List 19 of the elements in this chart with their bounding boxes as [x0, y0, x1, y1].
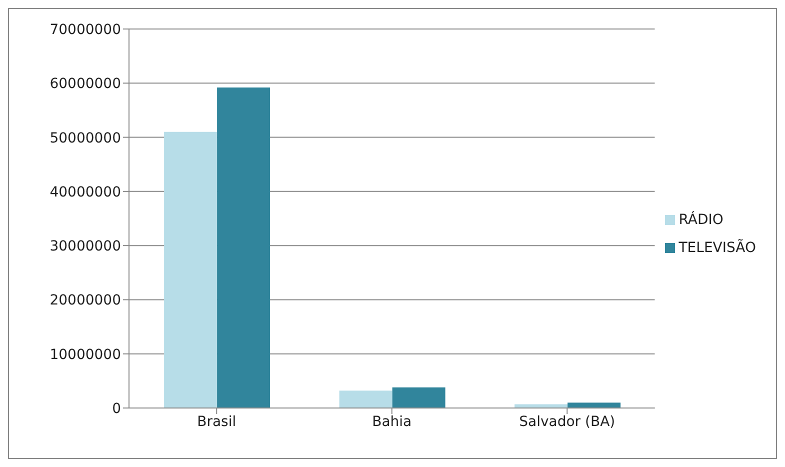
- bar: [164, 132, 218, 408]
- bar: [392, 387, 446, 408]
- x-tick-label: Brasil: [197, 414, 236, 430]
- y-tick-label: 50000000: [50, 130, 121, 146]
- y-tick-label: 70000000: [50, 22, 121, 38]
- bar: [339, 390, 392, 408]
- legend-label: TELEVISÃO: [678, 240, 756, 256]
- legend-label: RÁDIO: [678, 212, 724, 228]
- x-tick-label: Salvador (BA): [519, 414, 616, 430]
- x-tick-label: Bahia: [372, 414, 412, 430]
- y-tick-label: 20000000: [50, 292, 121, 309]
- y-tick-label: 0: [112, 400, 121, 417]
- y-tick-label: 40000000: [50, 184, 121, 200]
- y-tick-label: 10000000: [50, 346, 121, 363]
- bar: [568, 402, 621, 408]
- bar: [514, 404, 568, 408]
- y-tick-label: 30000000: [50, 238, 121, 255]
- y-tick-label: 60000000: [50, 76, 121, 92]
- bar: [217, 87, 270, 408]
